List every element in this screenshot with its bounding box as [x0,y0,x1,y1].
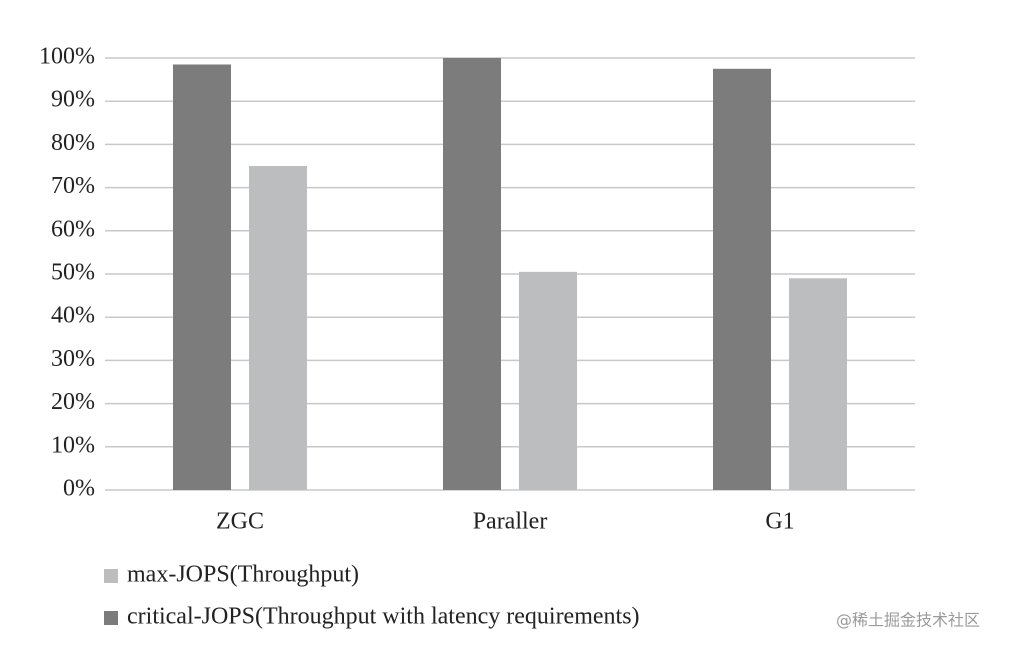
y-tick-label: 20% [51,389,95,415]
y-tick-label: 40% [51,303,95,329]
x-tick-label: G1 [765,509,794,535]
x-tick-label: ZGC [216,509,264,535]
watermark: @稀土掘金技术社区 [836,611,980,630]
y-tick-label: 50% [51,260,95,286]
y-tick-label: 100% [39,44,95,70]
y-tick-label: 90% [51,87,95,113]
y-tick-label: 60% [51,216,95,242]
legend-swatch [104,611,118,625]
bar [519,271,577,490]
y-tick-label: 0% [63,476,95,502]
y-tick-label: 80% [51,130,95,156]
legend-swatch [104,569,118,583]
bar [173,64,231,490]
y-tick-label: 70% [51,173,95,199]
legend-label: max-JOPS(Throughput) [127,562,359,588]
legend-label: critical-JOPS(Throughput with latency re… [127,604,640,630]
bar [443,58,501,490]
y-tick-label: 10% [51,432,95,458]
bar [789,278,847,490]
bar [249,166,307,490]
bar [713,68,771,491]
x-tick-label: Paraller [473,509,548,535]
y-tick-label: 30% [51,346,95,372]
